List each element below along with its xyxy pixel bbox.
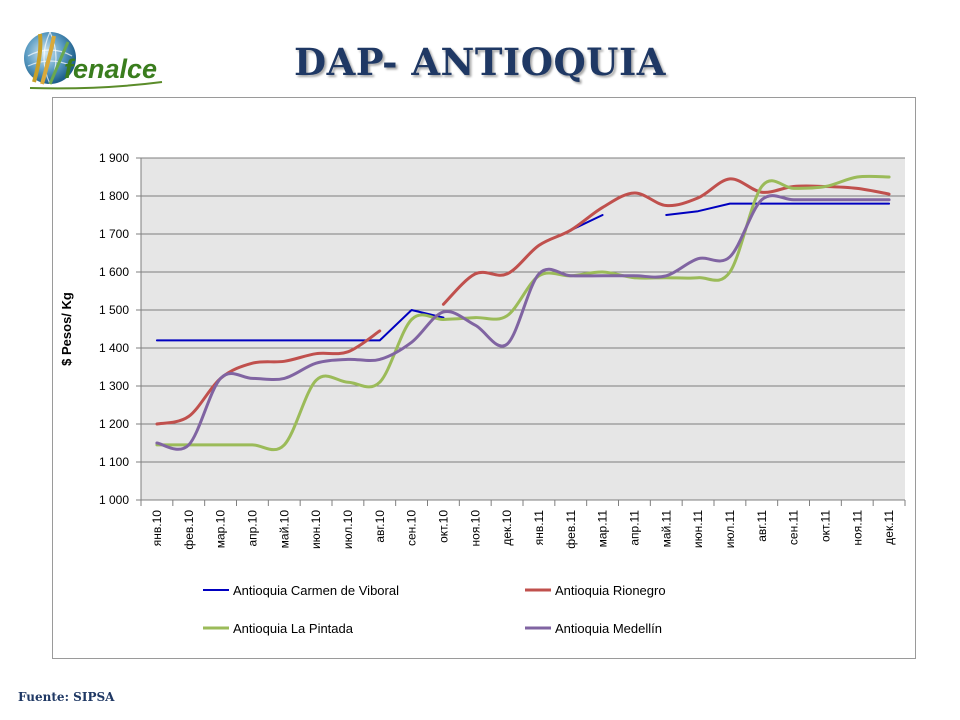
y-tick-label: 1 500 — [99, 303, 129, 317]
x-tick-label: мар.10 — [214, 510, 228, 549]
y-tick-label: 1 100 — [99, 455, 129, 469]
x-tick-label: июн.11 — [691, 510, 705, 548]
x-tick-label: дек.10 — [500, 510, 514, 546]
source-note: Fuente: SIPSA — [18, 690, 115, 704]
x-tick-label: авг.10 — [373, 510, 387, 543]
x-tick-label: ноя.11 — [850, 510, 864, 546]
x-tick-label: апр.10 — [245, 510, 259, 547]
x-tick-label: авг.11 — [755, 510, 769, 542]
x-tick-label: мар.11 — [596, 510, 610, 548]
chart-frame: 1 000 1 100 1 200 1 300 1 400 1 500 1 600 1 700… — [52, 97, 916, 659]
y-tick-label: 1 800 — [99, 189, 129, 203]
y-axis-ticks: 1 000 1 100 1 200 1 300 1 400 1 500 1 600 1 700… — [99, 151, 141, 507]
y-tick-label: 1 000 — [99, 493, 129, 507]
x-tick-label: янв.11 — [532, 510, 546, 546]
x-tick-label: янв.10 — [150, 510, 164, 547]
page-title: DAP- ANTIOQUIA — [294, 40, 666, 84]
x-tick-label: сен.10 — [405, 510, 419, 546]
logo-globe-icon: fenalce — [24, 31, 163, 90]
series-line-0 — [155, 309, 445, 342]
x-tick-label: май.11 — [659, 510, 673, 548]
y-axis-label: $ Pesos/ Kg — [59, 292, 74, 366]
legend-label: Antioquia Carmen de Viboral — [233, 583, 399, 598]
y-tick-label: 1 400 — [99, 341, 129, 355]
y-tick-label: 1 300 — [99, 379, 129, 393]
legend-label: Antioquia Medellín — [555, 621, 662, 636]
x-tick-label: июн.10 — [309, 510, 323, 549]
logo-text: fenalce — [64, 54, 157, 84]
series-line-0 — [665, 202, 891, 216]
x-tick-label: июл.11 — [723, 510, 737, 549]
y-tick-label: 1 600 — [99, 265, 129, 279]
x-tick-label: фев.10 — [182, 510, 196, 550]
x-tick-label: окт.10 — [436, 510, 450, 543]
plot-area — [141, 158, 905, 500]
legend-label: Antioquia La Pintada — [233, 621, 354, 636]
x-tick-label: ноя.10 — [468, 510, 482, 547]
x-tick-label: окт.11 — [818, 510, 832, 542]
x-tick-label: апр.11 — [627, 510, 641, 546]
x-axis-ticks: янв.10 фев.10 мар.10 апр.10 май.10 июн.10 июл.… — [140, 500, 906, 550]
x-tick-label: июл.10 — [341, 510, 355, 549]
series-lines — [155, 174, 891, 452]
x-tick-label: сен.11 — [787, 510, 801, 545]
series-line-2 — [155, 174, 891, 452]
x-tick-label: фев.11 — [564, 510, 578, 549]
x-tick-label: дек.11 — [882, 510, 896, 545]
series-line-3 — [155, 194, 891, 451]
y-tick-label: 1 700 — [99, 227, 129, 241]
x-tick-label: май.10 — [277, 510, 291, 549]
y-tick-label: 1 200 — [99, 417, 129, 431]
legend: Antioquia Carmen de Viboral Antioquia Rio… — [203, 583, 666, 636]
y-tick-label: 1 900 — [99, 151, 129, 165]
line-chart: 1 000 1 100 1 200 1 300 1 400 1 500 1 600 1 700… — [59, 151, 906, 636]
legend-label: Antioquia Rionegro — [555, 583, 666, 598]
gridlines — [141, 157, 905, 463]
series-line-1 — [155, 329, 382, 426]
fenalce-logo: fenalce — [20, 26, 170, 94]
